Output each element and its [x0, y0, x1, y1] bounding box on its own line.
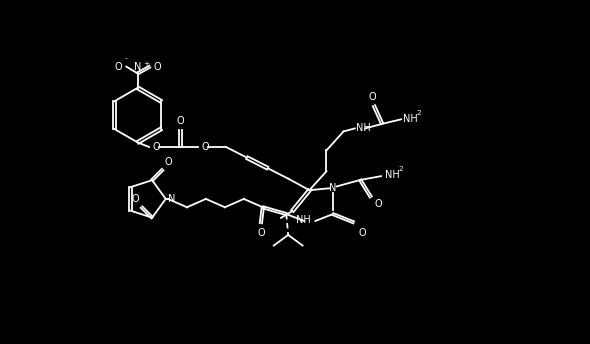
Text: NH: NH: [403, 114, 418, 123]
Text: O: O: [114, 62, 122, 72]
Text: NH: NH: [356, 123, 371, 133]
Text: N: N: [134, 62, 142, 72]
Text: O: O: [358, 228, 366, 238]
Text: 2: 2: [398, 166, 403, 172]
Text: +: +: [143, 61, 149, 67]
Text: O: O: [375, 199, 382, 209]
Text: O: O: [257, 228, 265, 238]
Text: N: N: [329, 183, 337, 193]
Text: O: O: [152, 142, 160, 152]
Text: NH: NH: [385, 170, 399, 180]
Text: O: O: [201, 142, 209, 152]
Text: NH: NH: [296, 215, 311, 225]
Text: O: O: [132, 194, 140, 204]
Text: O: O: [153, 62, 161, 72]
Text: 2: 2: [417, 109, 421, 116]
Text: O: O: [176, 116, 184, 126]
Text: O: O: [165, 157, 172, 166]
Text: O: O: [368, 92, 376, 102]
Text: N: N: [168, 194, 175, 204]
Text: -: -: [124, 55, 127, 61]
